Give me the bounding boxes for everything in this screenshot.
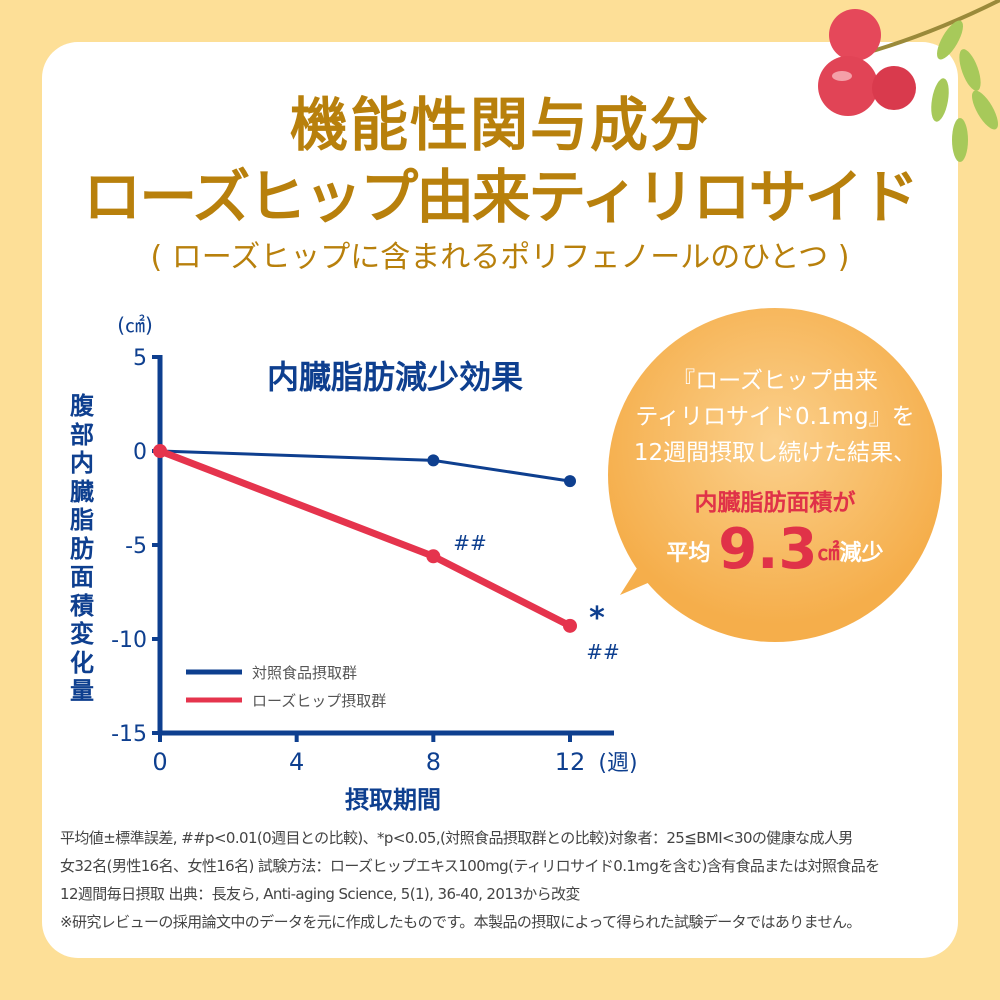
y-tick-label: 5 — [133, 346, 147, 371]
data-point — [564, 475, 576, 488]
note: 12週間毎日摂取 出典：長友ら, Anti-aging Science, 5(1… — [60, 885, 580, 903]
x-tick-label: 4 — [289, 748, 304, 776]
data-point — [153, 444, 167, 458]
y-tick-label: -10 — [111, 628, 147, 653]
x-unit: (週) — [598, 751, 637, 776]
callout-value: 9.3 — [718, 517, 818, 582]
callout-line4: 内臓脂肪面積が — [694, 490, 856, 516]
data-point — [427, 454, 440, 467]
callout-unit: ㎠ — [817, 541, 840, 566]
legend-label: 対照食品摂取群 — [252, 664, 357, 682]
callout-line2: ティリロサイド0.1mg』を — [635, 404, 915, 430]
callout-suffix: 減少 — [839, 541, 884, 566]
y-unit: (㎠) — [117, 313, 153, 337]
x-axis-label: 摂取期間 — [345, 786, 441, 814]
title-line2: ローズヒップ由来ティリロサイド — [83, 163, 919, 231]
y-tick-label: -15 — [111, 722, 147, 747]
annotation: ## — [453, 531, 487, 555]
x-tick-label: 12 — [555, 748, 586, 776]
legend-label: ローズヒップ摂取群 — [252, 692, 386, 710]
data-point — [563, 618, 577, 633]
footnotes: 平均値±標準誤差, ##p<0.01(0週目との比較)、*p<0.05,(対照食… — [60, 824, 955, 936]
x-tick-label: 0 — [152, 748, 167, 776]
series-line — [158, 447, 572, 629]
callout-prefix: 平均 — [666, 541, 711, 566]
note: 女32名(男性16名、女性16名) 試験方法：ローズヒップエキス100mg(ティ… — [60, 857, 880, 875]
callout-line3: 12週間摂取し続けた結果、 — [633, 440, 917, 466]
subtitle: ( ローズヒップに含まれるポリフェノールのひとつ ) — [150, 240, 850, 275]
line-chart: 内臓脂肪減少効果(㎠)50-5-10-150 4 8 12 (週)摂取期間対照食品摂取群… — [111, 313, 638, 814]
y-tick-label: -5 — [125, 534, 147, 559]
y-axis-label: 腹部内臓脂肪面積変化量 — [70, 392, 94, 705]
y-tick-label: 0 — [133, 440, 147, 465]
annotation: ## — [586, 640, 620, 664]
callout-bubble: 『ローズヒップ由来ティリロサイド0.1mg』を 12週間摂取し続けた結果、 内臓脂… — [608, 308, 942, 642]
x-tick-label: 8 — [426, 748, 441, 776]
callout-line1: 『ローズヒップ由来 — [672, 368, 878, 394]
chart-title: 内臓脂肪減少効果 — [267, 358, 523, 396]
rosehip-illustration-icon — [818, 0, 1000, 162]
annotation: * — [589, 601, 605, 636]
note: 平均値±標準誤差, ##p<0.01(0週目との比較)、*p<0.05,(対照食… — [60, 829, 853, 847]
note: ※研究レビューの採用論文中のデータを元に作成したものです。本製品の摂取によって得… — [60, 913, 861, 931]
data-point — [426, 549, 441, 564]
title-line1: 機能性関与成分 — [289, 91, 710, 159]
